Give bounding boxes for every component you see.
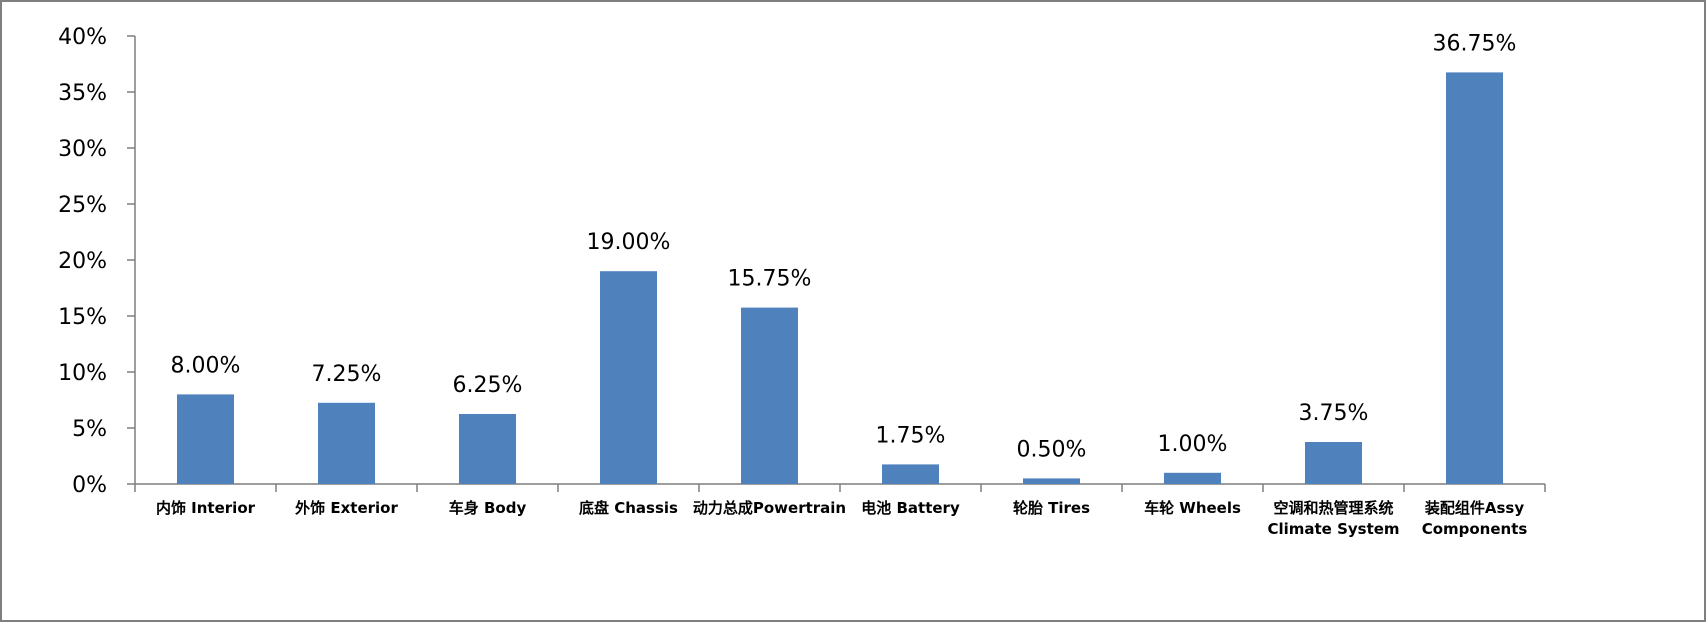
y-tick-label: 0% — [72, 473, 107, 498]
bar — [177, 394, 234, 484]
bar — [459, 414, 516, 484]
category-label: 底盘 Chassis — [579, 499, 678, 517]
y-tick-label: 30% — [58, 137, 107, 162]
category-label: 动力总成Powertrain — [693, 499, 846, 517]
bar — [741, 307, 798, 484]
data-label: 1.75% — [876, 423, 946, 448]
bar — [882, 464, 939, 484]
data-label: 8.00% — [171, 353, 241, 378]
y-tick-label: 35% — [58, 81, 107, 106]
bar — [318, 402, 375, 484]
category-label: 空调和热管理系统 — [1273, 499, 1393, 517]
data-label: 3.75% — [1299, 401, 1369, 426]
data-label: 1.00% — [1158, 432, 1228, 457]
category-label: 轮胎 Tires — [1013, 499, 1090, 517]
category-label: Climate System — [1267, 520, 1399, 538]
bar — [1446, 72, 1503, 485]
bar — [600, 271, 657, 484]
data-label: 6.25% — [453, 373, 523, 398]
category-label: 外饰 Exterior — [294, 499, 398, 517]
data-label: 36.75% — [1433, 31, 1517, 56]
category-label: 内饰 Interior — [156, 499, 256, 517]
y-tick-label: 15% — [58, 305, 107, 330]
bar — [1164, 472, 1221, 484]
y-tick-label: 10% — [58, 361, 107, 386]
category-label: 车轮 Wheels — [1144, 499, 1241, 517]
y-tick-label: 20% — [58, 249, 107, 274]
data-label: 0.50% — [1017, 437, 1087, 462]
y-tick-label: 5% — [72, 417, 107, 442]
category-label: Components — [1422, 520, 1528, 538]
bar — [1305, 442, 1362, 484]
y-tick-label: 25% — [58, 193, 107, 218]
bar — [1023, 478, 1080, 484]
category-label: 电池 Battery — [861, 499, 960, 517]
y-tick-label: 40% — [58, 25, 107, 50]
data-label: 15.75% — [728, 267, 812, 292]
category-label: 装配组件Assy — [1424, 499, 1524, 517]
data-label: 19.00% — [587, 230, 671, 255]
category-label: 车身 Body — [449, 499, 527, 517]
data-label: 7.25% — [312, 362, 382, 387]
